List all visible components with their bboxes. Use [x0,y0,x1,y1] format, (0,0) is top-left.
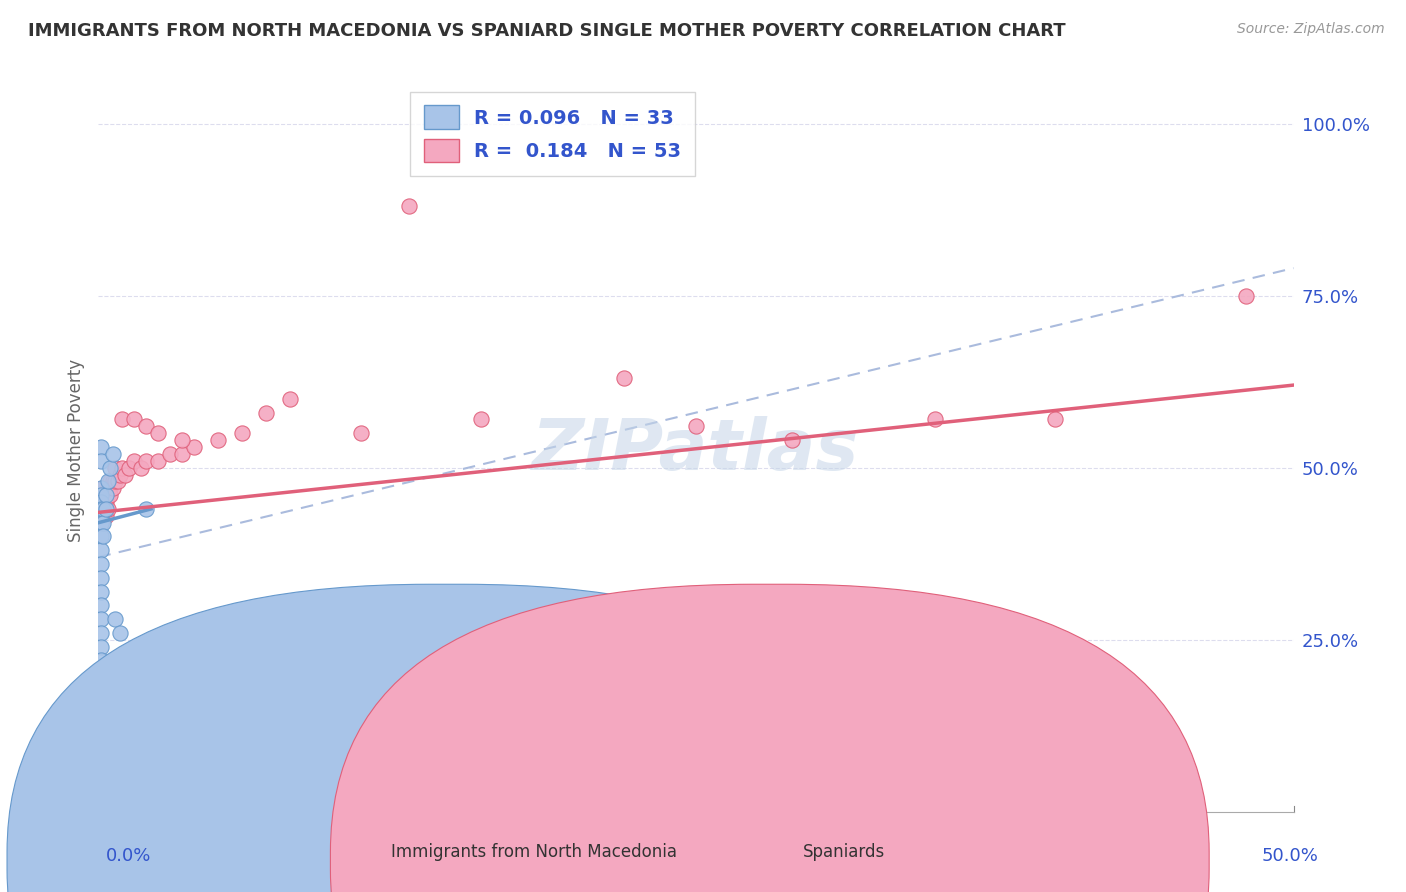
Point [94,495,117,509]
Point [90,640,112,654]
Point [104,460,127,475]
Text: Spaniards: Spaniards [803,843,884,861]
Point [90,584,112,599]
Point [183,440,205,454]
Point [90,571,112,585]
Point [94,488,117,502]
Point [98,481,122,495]
Point [685,419,707,434]
Point [98,488,122,502]
Point [111,412,134,426]
Point [91,502,114,516]
Point [90,440,112,454]
Point [104,612,127,626]
Point [90,653,112,667]
Point [131,460,153,475]
Y-axis label: Single Mother Poverty: Single Mother Poverty [66,359,84,542]
Legend: R = 0.096   N = 33, R =  0.184   N = 53: R = 0.096 N = 33, R = 0.184 N = 53 [411,92,695,176]
Point [90,516,112,530]
Point [91,488,114,502]
Text: 0.0%: 0.0% [105,847,150,864]
Point [207,433,229,447]
Point [90,502,112,516]
Point [101,475,124,489]
Point [1115,715,1137,730]
Point [90,488,112,502]
Point [101,447,124,461]
Point [90,454,112,468]
Point [135,502,157,516]
Point [124,454,146,468]
Text: 50.0%: 50.0% [1263,847,1319,864]
Point [1234,288,1257,302]
Point [90,502,112,516]
Point [108,625,131,640]
Point [97,488,120,502]
Point [98,460,122,475]
Point [172,433,194,447]
Point [613,371,636,385]
Point [159,447,181,461]
Point [90,508,112,523]
Text: IMMIGRANTS FROM NORTH MACEDONIA VS SPANIARD SINGLE MOTHER POVERTY CORRELATION CH: IMMIGRANTS FROM NORTH MACEDONIA VS SPANI… [28,22,1066,40]
Point [104,475,127,489]
Point [1043,412,1066,426]
Point [148,454,170,468]
Point [91,481,114,495]
Point [231,667,253,681]
Point [97,502,120,516]
Point [350,426,373,441]
Point [90,625,112,640]
Point [91,516,114,530]
Point [135,454,157,468]
Point [91,495,114,509]
Text: Source: ZipAtlas.com: Source: ZipAtlas.com [1237,22,1385,37]
Point [118,460,141,475]
Point [94,488,117,502]
Point [90,495,112,509]
Point [97,475,120,489]
Text: Immigrants from North Macedonia: Immigrants from North Macedonia [391,843,678,861]
Point [124,736,146,750]
Point [115,736,138,750]
Point [90,612,112,626]
Point [124,412,146,426]
Point [90,481,112,495]
Point [107,475,129,489]
Point [90,529,112,543]
Point [90,557,112,571]
Point [470,412,492,426]
Point [114,467,136,482]
Point [111,460,134,475]
Point [231,426,253,441]
Point [90,543,112,558]
Text: ZIPatlas: ZIPatlas [533,416,859,485]
Point [97,481,120,495]
Point [135,419,157,434]
Point [756,619,779,633]
Point [278,392,301,406]
Point [90,516,112,530]
Point [90,667,112,681]
Point [254,406,277,420]
Point [108,467,131,482]
Point [326,632,349,647]
Point [398,199,420,213]
Point [90,599,112,613]
Point [101,481,124,495]
Point [90,681,112,695]
Point [148,426,170,441]
Point [91,529,114,543]
Point [94,502,117,516]
Point [90,508,112,523]
Point [94,508,117,523]
Point [780,433,803,447]
Point [172,447,194,461]
Point [924,412,946,426]
Point [98,475,122,489]
